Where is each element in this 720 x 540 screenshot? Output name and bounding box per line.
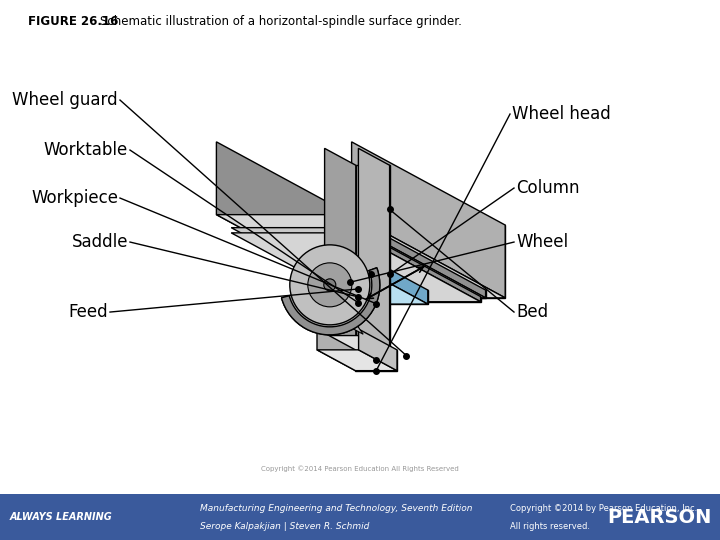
Text: Workpiece: Workpiece [31,189,118,207]
Polygon shape [359,296,481,302]
Text: ALWAYS LEARNING: ALWAYS LEARNING [10,512,113,522]
Text: Copyright ©2014 by Pearson Education, Inc.: Copyright ©2014 by Pearson Education, In… [510,504,697,512]
Text: All rights reserved.: All rights reserved. [510,522,590,530]
Text: Bed: Bed [516,303,548,321]
Polygon shape [361,290,485,298]
Polygon shape [354,228,481,302]
Polygon shape [356,165,390,353]
Polygon shape [377,263,428,304]
Text: Saddle: Saddle [71,233,128,251]
Wedge shape [282,268,379,335]
Text: Manufacturing Engineering and Technology, Seventh Edition: Manufacturing Engineering and Technology… [200,504,472,512]
Text: Worktable: Worktable [44,141,128,159]
Circle shape [289,245,370,325]
Polygon shape [325,148,356,353]
Polygon shape [359,148,390,353]
Text: Column: Column [516,179,580,197]
Text: Wheel head: Wheel head [512,105,611,123]
Polygon shape [231,233,481,302]
Polygon shape [370,225,505,298]
Polygon shape [317,329,356,370]
Text: Serope Kalpakjian | Steven R. Schmid: Serope Kalpakjian | Steven R. Schmid [200,522,369,530]
Text: Wheel guard: Wheel guard [12,91,118,109]
Polygon shape [351,142,505,298]
Text: Feed: Feed [68,303,108,321]
Polygon shape [325,287,363,334]
Polygon shape [217,215,505,298]
Polygon shape [317,350,397,370]
Text: FIGURE 26.16: FIGURE 26.16 [28,15,118,28]
Polygon shape [359,329,397,370]
Text: Wheel: Wheel [516,233,568,251]
Polygon shape [217,142,370,298]
Text: PEARSON: PEARSON [608,508,712,526]
Polygon shape [356,350,397,370]
Polygon shape [356,220,485,298]
Polygon shape [231,228,485,298]
Polygon shape [376,290,428,304]
Polygon shape [325,335,390,353]
Circle shape [307,263,352,307]
Circle shape [324,279,336,291]
Polygon shape [325,277,428,304]
Wedge shape [282,268,379,335]
Text: Copyright ©2014 Pearson Education All Rights Reserved: Copyright ©2014 Pearson Education All Ri… [261,465,459,472]
Text: Schematic illustration of a horizontal-spindle surface grinder.: Schematic illustration of a horizontal-s… [100,15,462,28]
